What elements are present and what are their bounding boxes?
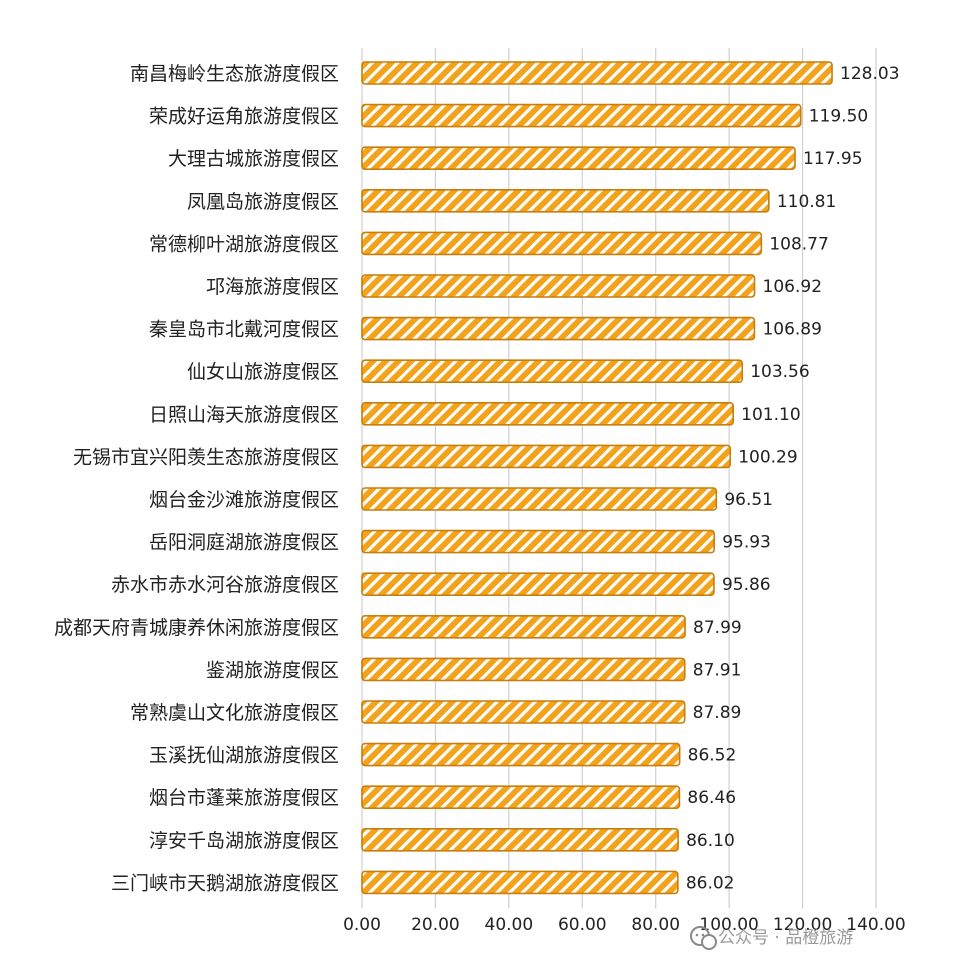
bar — [361, 529, 716, 554]
x-tick-label: 120.00 — [773, 915, 832, 935]
bar — [361, 401, 734, 426]
value-label: 87.89 — [693, 703, 742, 723]
x-tick-label: 20.00 — [411, 915, 460, 935]
category-label: 烟台金沙滩旅游度假区 — [149, 489, 339, 511]
value-label: 86.02 — [686, 873, 735, 893]
wechat-icon — [690, 926, 717, 950]
x-tick-label: 100.00 — [699, 915, 758, 935]
category-label: 仙女山旅游度假区 — [187, 361, 339, 383]
category-label: 秦皇岛市北戴河度假区 — [149, 319, 339, 341]
bar — [361, 827, 679, 852]
category-label: 日照山海天旅游度假区 — [149, 404, 339, 426]
value-label: 100.29 — [738, 447, 797, 467]
bar — [361, 614, 686, 639]
bar — [361, 572, 715, 597]
bar — [361, 274, 756, 298]
value-label: 101.10 — [741, 405, 800, 425]
value-label: 108.77 — [769, 234, 828, 254]
category-labels: 南昌梅岭生态旅游度假区荣成好运角旅游度假区大理古城旅游度假区凤凰岛旅游度假区常德… — [54, 63, 339, 894]
bar — [361, 444, 732, 469]
bar — [361, 742, 681, 767]
category-label: 鉴湖旅游度假区 — [206, 659, 339, 681]
value-label: 86.52 — [688, 746, 737, 766]
value-labels: 128.03 119.50 117.95 110.81 108.77 106.92 106.… — [686, 64, 900, 893]
bar — [361, 61, 833, 85]
bar — [361, 487, 718, 511]
value-label: 110.81 — [777, 192, 836, 212]
value-label: 86.46 — [687, 788, 736, 808]
category-label: 邛海旅游度假区 — [206, 276, 339, 298]
bar — [361, 657, 686, 682]
bar — [361, 785, 681, 810]
bar — [361, 870, 679, 895]
category-label: 南昌梅岭生态旅游度假区 — [130, 63, 339, 85]
value-label: 103.56 — [750, 362, 809, 382]
x-tick-label: 0.00 — [343, 915, 381, 935]
bar — [361, 359, 744, 384]
value-label: 86.10 — [686, 831, 735, 851]
bar — [361, 146, 796, 170]
category-label: 三门峡市天鹅湖旅游度假区 — [111, 872, 339, 894]
category-label: 大理古城旅游度假区 — [168, 148, 339, 170]
category-label: 岳阳洞庭湖旅游度假区 — [149, 532, 339, 554]
value-label: 119.50 — [809, 107, 868, 127]
category-label: 常熟虞山文化旅游度假区 — [130, 702, 339, 724]
category-label: 赤水市赤水河谷旅游度假区 — [111, 574, 339, 596]
bar — [361, 231, 763, 256]
category-label: 无锡市宜兴阳羡生态旅游度假区 — [73, 446, 339, 468]
x-tick-label: 60.00 — [558, 915, 607, 935]
value-label: 117.95 — [803, 149, 862, 169]
bar — [361, 700, 686, 724]
category-label: 凤凰岛旅游度假区 — [187, 191, 339, 213]
bars — [361, 61, 833, 895]
category-label: 烟台市蓬莱旅游度假区 — [149, 787, 339, 809]
value-label: 87.99 — [693, 618, 742, 638]
watermark: 公众号 · 品橙旅游 — [690, 926, 853, 950]
category-label: 玉溪抚仙湖旅游度假区 — [149, 745, 339, 767]
value-label: 95.86 — [722, 575, 771, 595]
value-label: 106.89 — [762, 320, 821, 340]
category-label: 常德柳叶湖旅游度假区 — [149, 233, 339, 255]
bar — [361, 189, 770, 213]
bar — [361, 316, 756, 341]
value-label: 128.03 — [840, 64, 899, 84]
category-label: 淳安千岛湖旅游度假区 — [149, 830, 339, 852]
value-label: 96.51 — [724, 490, 773, 510]
bar — [361, 103, 802, 128]
x-tick-label: 140.00 — [846, 915, 905, 935]
x-tick-label: 80.00 — [631, 915, 680, 935]
grid — [361, 48, 877, 909]
category-label: 成都天府青城康养休闲旅游度假区 — [54, 617, 339, 639]
value-label: 87.91 — [693, 660, 742, 680]
x-axis-ticks: 0.00 20.00 40.00 60.00 80.00 100.00 120.00 140.… — [343, 915, 906, 935]
watermark-text: 公众号 · 品橙旅游 — [718, 928, 853, 948]
category-label: 荣成好运角旅游度假区 — [149, 106, 339, 128]
x-tick-label: 40.00 — [485, 915, 534, 935]
value-label: 106.92 — [763, 277, 822, 297]
value-label: 95.93 — [722, 533, 771, 553]
